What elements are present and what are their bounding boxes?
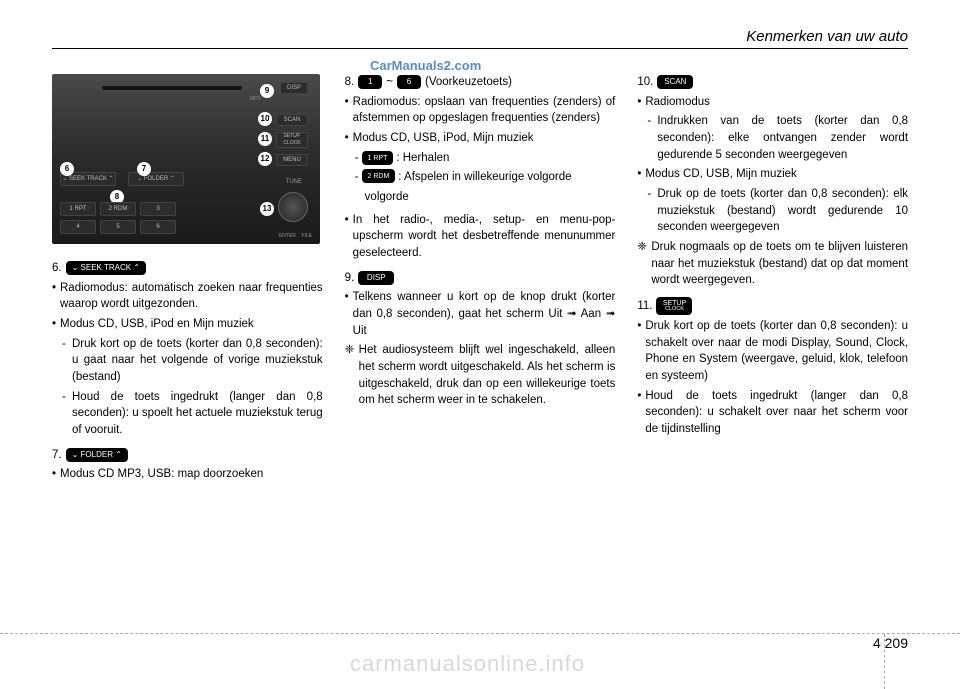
item-10-header: 10. SCAN	[637, 74, 908, 91]
item-6-header: 6. ⌄ SEEK TRACK ⌃	[52, 260, 323, 277]
item-10-num: 10.	[637, 74, 653, 91]
preset-1-badge: 1	[358, 75, 382, 89]
sub-indent-text: volgorde	[365, 189, 616, 206]
scan-badge: SCAN	[657, 75, 693, 89]
preset-6-badge: 6	[397, 75, 421, 89]
folder-badge: ⌄ FOLDER ⌃	[66, 448, 128, 462]
column-2: 8. 1 ~ 6 (Voorkeuzetoets) •Radiomodus: o…	[345, 74, 616, 486]
disp-badge: DISP	[358, 271, 394, 285]
page-header: Kenmerken van uw auto	[746, 28, 908, 45]
bullet-item: •Modus CD, USB, Mijn muziek	[637, 166, 908, 183]
rpt-badge: 1 RPT	[362, 151, 394, 165]
sub-badge-item: - 2 RDM : Afspelen in willekeurige volgo…	[355, 169, 616, 186]
item-8-header: 8. 1 ~ 6 (Voorkeuzetoets)	[345, 74, 616, 91]
bullet-item: •Telkens wanneer u kort op de knop drukt…	[345, 289, 616, 339]
radio-unit-image: 9 DISP SCAN 10 SETUPCLOCK 11 MENU 12 ⌄ S…	[52, 74, 320, 244]
sub-item: -Indrukken van de toets (korter dan 0,8 …	[647, 113, 908, 163]
bullet-item: •Radiomodus: opslaan van frequenties (ze…	[345, 94, 616, 127]
content-area: 9 DISP SCAN 10 SETUPCLOCK 11 MENU 12 ⌄ S…	[52, 74, 908, 486]
bullet-item: •Radiomodus: automatisch zoeken naar fre…	[52, 280, 323, 313]
rdm-badge: 2 RDM	[362, 169, 396, 183]
item-7-header: 7. ⌄ FOLDER ⌃	[52, 447, 323, 464]
bullet-item: •Modus CD MP3, USB: map doorzoeken	[52, 466, 323, 483]
watermark-bottom: carmanualsonline.info	[350, 651, 585, 677]
special-item: ❈Druk nogmaals op de toets om te blijven…	[637, 239, 908, 289]
bullet-item: •Radiomodus	[637, 94, 908, 111]
sub-item: -Druk op de toets (korter dan 0,8 second…	[647, 186, 908, 236]
bullet-item: •Druk kort op de toets (korter dan 0,8 s…	[637, 318, 908, 385]
preset-label: (Voorkeuzetoets)	[425, 74, 512, 91]
watermark-top: CarManuals2.com	[370, 58, 481, 73]
column-1: 9 DISP SCAN 10 SETUPCLOCK 11 MENU 12 ⌄ S…	[52, 74, 323, 486]
tilde: ~	[386, 74, 393, 91]
column-3: 10. SCAN •Radiomodus -Indrukken van de t…	[637, 74, 908, 486]
item-11-header: 11. SETUP CLOCK	[637, 297, 908, 315]
sub-item: -Druk kort op de toets (korter dan 0,8 s…	[62, 336, 323, 386]
bullet-item: •Houd de toets ingedrukt (langer dan 0,8…	[637, 388, 908, 438]
bullet-item: •Modus CD, USB, iPod, Mijn muziek	[345, 130, 616, 147]
item-8-num: 8.	[345, 74, 355, 91]
item-9-num: 9.	[345, 270, 355, 287]
bullet-item: •In het radio-, media-, setup- en menu-p…	[345, 212, 616, 262]
item-7-num: 7.	[52, 447, 62, 464]
header-rule	[52, 48, 908, 49]
sub-item: -Houd de toets ingedrukt (langer dan 0,8…	[62, 389, 323, 439]
item-9-header: 9. DISP	[345, 270, 616, 287]
bullet-item: •Modus CD, USB, iPod en Mijn muziek	[52, 316, 323, 333]
item-6-num: 6.	[52, 260, 62, 277]
setup-clock-badge: SETUP CLOCK	[656, 297, 692, 315]
special-item: ❈Het audiosysteem blijft wel ingeschakel…	[345, 342, 616, 409]
footer-dashed-line	[0, 633, 960, 634]
page-number: 4 209	[873, 635, 908, 651]
seek-track-badge: ⌄ SEEK TRACK ⌃	[66, 261, 146, 275]
sub-badge-item: - 1 RPT : Herhalen	[355, 150, 616, 167]
item-11-num: 11.	[637, 298, 652, 315]
